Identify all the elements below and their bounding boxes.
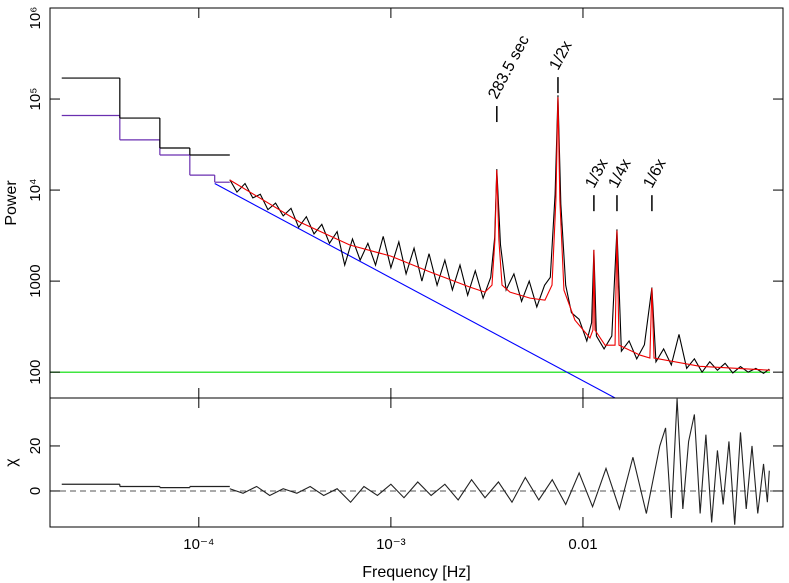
y-tick-label: 100	[27, 360, 44, 385]
y-axis-label: Power	[3, 180, 20, 226]
x-tick-label: 0.01	[568, 536, 597, 553]
series-line	[214, 183, 616, 398]
x-tick-label: 10⁻⁴	[183, 536, 214, 553]
annotation: 1/4x	[605, 156, 634, 191]
y-tick-label: 20	[27, 438, 44, 455]
annotation: 1/3x	[582, 156, 611, 191]
series-line	[229, 97, 771, 371]
y-tick-label: 10⁵	[27, 88, 44, 111]
panel-frame	[49, 7, 784, 399]
y-axis-label: χ	[3, 458, 20, 467]
annotation: 1/2x	[546, 38, 575, 73]
panel-frame	[49, 397, 784, 528]
annotation: 283.5 sec	[485, 33, 533, 102]
series-line	[229, 398, 770, 525]
annotation: 1/6x	[640, 156, 669, 191]
y-tick-label: 10⁶	[27, 7, 44, 30]
x-axis-label: Frequency [Hz]	[362, 564, 470, 581]
y-tick-label: 0	[27, 487, 44, 495]
plot-area	[50, 398, 783, 525]
y-tick-label: 1000	[27, 264, 44, 297]
x-tick-label: 10⁻³	[376, 536, 406, 553]
plot-area	[50, 77, 771, 398]
series-line	[229, 95, 770, 375]
y-tick-label: 10⁴	[27, 179, 44, 202]
